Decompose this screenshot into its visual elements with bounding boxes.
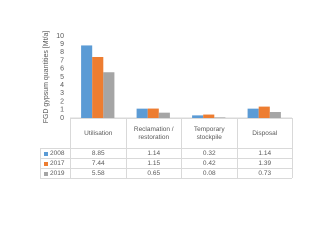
- table-value: 1.14: [125, 148, 181, 158]
- bar: [247, 108, 259, 118]
- table-value: 7.44: [70, 158, 126, 168]
- x-tick-label: Disposal: [236, 118, 292, 148]
- table-value: 0.73: [236, 168, 292, 178]
- bar: [203, 114, 215, 118]
- y-tick-label: 1: [60, 107, 64, 114]
- y-tick-label: 10: [56, 33, 64, 40]
- table-value: 0.08: [181, 168, 237, 178]
- table-border-right: [292, 118, 293, 178]
- legend-label: 2017: [50, 159, 65, 167]
- legend-swatch: [44, 151, 48, 156]
- bar: [192, 115, 204, 118]
- x-tick-label: Temporary stockpile: [181, 118, 237, 148]
- legend-entry: 2017: [40, 158, 70, 168]
- table-value: 1.15: [125, 158, 181, 168]
- bar: [158, 112, 170, 118]
- y-axis-title: FGD gypsum quantities [Mt/a]: [43, 31, 50, 124]
- bar: [103, 72, 115, 118]
- bar: [269, 112, 281, 118]
- bar: [81, 45, 93, 118]
- y-tick-label: 9: [60, 41, 64, 48]
- legend-entry: 2008: [40, 148, 70, 158]
- y-tick-label: 6: [60, 66, 64, 73]
- bar: [92, 56, 104, 118]
- table-value: 1.39: [236, 158, 292, 168]
- table-value: 5.58: [70, 168, 126, 178]
- table-value: 1.14: [236, 148, 292, 158]
- y-tick-label: 5: [60, 74, 64, 81]
- bar: [136, 108, 148, 118]
- y-tick-label: 7: [60, 57, 64, 64]
- x-tick-label: Reclamation / restoration: [125, 118, 181, 148]
- bar: [147, 108, 159, 118]
- y-tick-label: 8: [60, 49, 64, 56]
- bar: [214, 117, 226, 118]
- y-tick-label: 2: [60, 98, 64, 105]
- y-tick-label: 0: [60, 115, 64, 122]
- x-tick-label: Utilisation: [70, 118, 126, 148]
- table-value: 0.42: [181, 158, 237, 168]
- legend-entry: 2019: [40, 168, 70, 178]
- y-tick-label: 4: [60, 82, 64, 89]
- legend-label: 2019: [50, 169, 65, 177]
- legend-swatch: [44, 171, 48, 176]
- table-value: 0.65: [125, 168, 181, 178]
- table-value: 8.85: [70, 148, 126, 158]
- table-border-bottom: [40, 178, 292, 179]
- y-tick-label: 3: [60, 90, 64, 97]
- legend-swatch: [44, 161, 48, 166]
- table-value: 0.32: [181, 148, 237, 158]
- bar: [258, 106, 270, 118]
- legend-label: 2008: [50, 149, 65, 157]
